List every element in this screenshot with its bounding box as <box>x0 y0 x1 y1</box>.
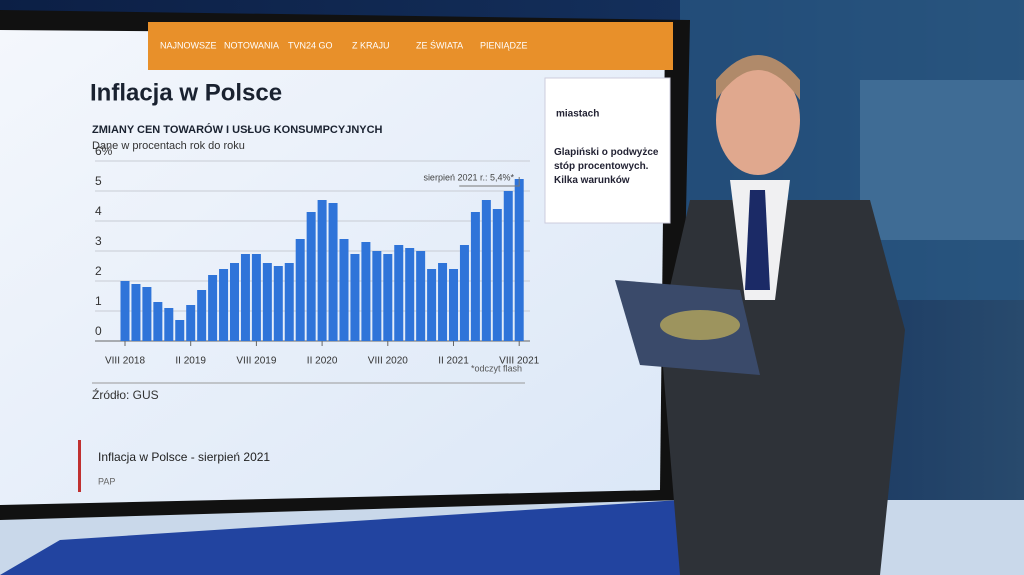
suit <box>660 200 905 575</box>
bar <box>131 284 141 341</box>
nav-item[interactable]: NAJNOWSZE <box>160 40 217 50</box>
chart-title: Inflacja w Polsce <box>90 79 282 106</box>
x-tick-label: II 2019 <box>175 356 206 367</box>
bar <box>350 254 360 341</box>
bar <box>186 305 196 341</box>
hair <box>716 55 800 100</box>
y-tick-label: 2 <box>95 264 102 278</box>
x-tick-label: II 2020 <box>307 356 338 367</box>
y-tick-label: 6% <box>95 144 113 158</box>
bar <box>514 179 524 341</box>
bar <box>197 290 207 341</box>
footnote: *odczyt flash <box>471 363 522 373</box>
bar <box>449 269 458 341</box>
bar <box>492 209 502 341</box>
bar <box>262 263 272 341</box>
caption: Inflacja w Polsce - sierpień 2021 <box>98 450 270 464</box>
bar <box>208 275 218 341</box>
chart-subtitle: ZMIANY CEN TOWARÓW I USŁUG KONSUMPCYJNYC… <box>92 123 383 136</box>
bar <box>306 212 316 341</box>
nav-item[interactable]: NOTOWANIA <box>224 40 279 50</box>
bar <box>503 191 513 341</box>
y-tick-label: 4 <box>95 204 102 218</box>
sidebar-item[interactable]: miastach <box>556 109 599 120</box>
sidebar-wrap: Glapiński o podwyżce stóp procentowych. … <box>554 147 659 186</box>
bar <box>164 308 174 341</box>
bar <box>339 239 349 341</box>
bar <box>427 269 437 341</box>
sidebar <box>544 77 671 224</box>
bar <box>317 200 327 341</box>
x-tick-label: VIII 2018 <box>105 356 145 367</box>
bar <box>175 320 185 341</box>
head <box>716 65 800 175</box>
bar <box>328 203 338 341</box>
nav-item[interactable]: Z KRAJU <box>352 40 390 50</box>
bar <box>142 287 152 341</box>
tie <box>745 190 770 290</box>
bar <box>284 263 294 341</box>
bar <box>240 254 250 341</box>
annotation-leader <box>459 177 520 187</box>
nav-item[interactable]: TVN24 GO <box>288 40 333 50</box>
bar <box>459 245 469 341</box>
nav-bar <box>148 22 673 70</box>
y-tick-label: 0 <box>95 324 102 338</box>
bar <box>273 266 283 341</box>
bar <box>295 239 305 341</box>
bar <box>481 200 491 341</box>
y-tick-label: 5 <box>95 174 102 188</box>
bar <box>219 269 229 341</box>
bar <box>438 263 448 341</box>
x-tick-label: VIII 2021 <box>499 356 539 367</box>
bar <box>372 251 382 341</box>
bar <box>416 251 426 341</box>
x-tick-label: VIII 2020 <box>368 356 408 367</box>
bar <box>251 254 261 341</box>
x-tick-label: VIII 2019 <box>236 356 276 367</box>
tablet-logo <box>660 310 740 340</box>
caption-accent <box>78 440 81 492</box>
nav-item[interactable]: ZE ŚWIATA <box>416 39 463 50</box>
bar <box>230 263 239 341</box>
y-tick-label: 3 <box>95 234 102 248</box>
bar <box>394 245 404 341</box>
bar <box>153 302 163 341</box>
bar <box>120 281 130 341</box>
monitor <box>860 80 1024 240</box>
annotation: sierpień 2021 r.: 5,4%* <box>423 172 514 182</box>
unit-note: Dane w procentach rok do roku <box>92 140 245 152</box>
source: Źródło: GUS <box>92 387 159 402</box>
bar <box>470 212 480 341</box>
bar <box>405 248 415 341</box>
y-tick-label: 1 <box>95 294 102 308</box>
nav-item[interactable]: PIENIĄDZE <box>480 40 528 50</box>
caption-source: PAP <box>98 476 115 486</box>
x-tick-label: II 2021 <box>438 356 469 367</box>
floor-stripe <box>0 500 680 575</box>
presenter <box>615 55 905 575</box>
sidebar-item[interactable]: Glapiński o podwyżce stóp procentowych. … <box>554 147 659 186</box>
bar <box>383 254 393 341</box>
bar <box>361 242 371 341</box>
